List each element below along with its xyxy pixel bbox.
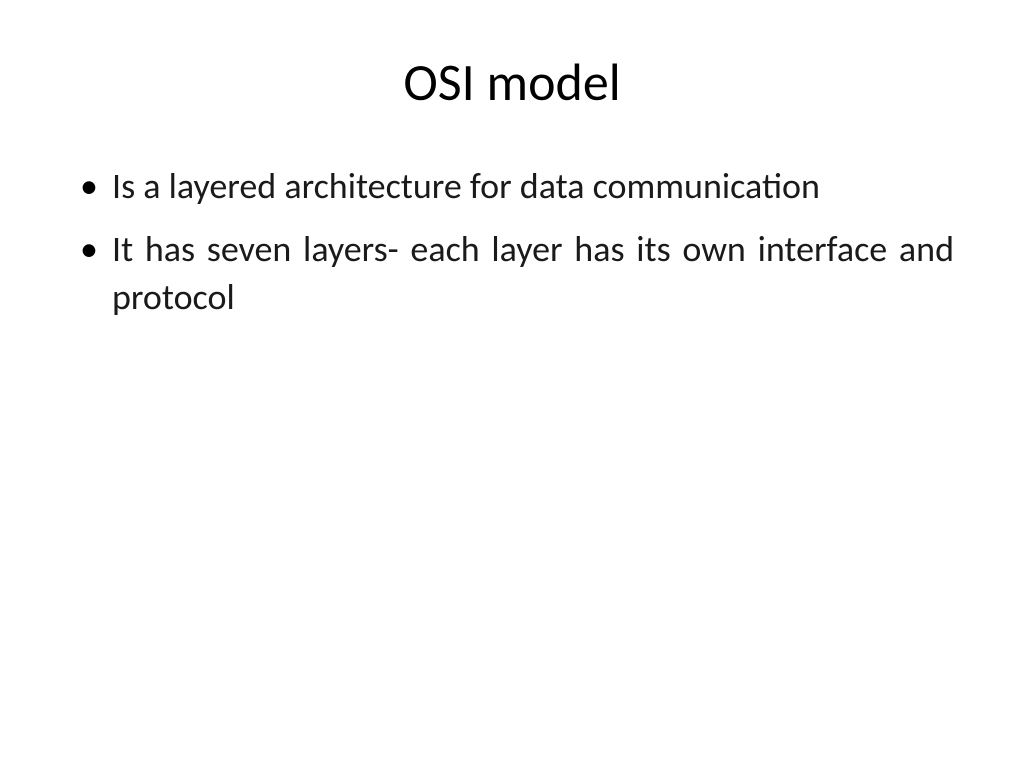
slide-container: OSI model Is a layered architecture for …: [0, 0, 1024, 768]
list-item: Is a layered architecture for data commu…: [70, 162, 954, 211]
bullet-list: Is a layered architecture for data commu…: [70, 162, 954, 322]
list-item: It has seven layers- each layer has its …: [70, 225, 954, 322]
slide-title: OSI model: [70, 50, 954, 114]
